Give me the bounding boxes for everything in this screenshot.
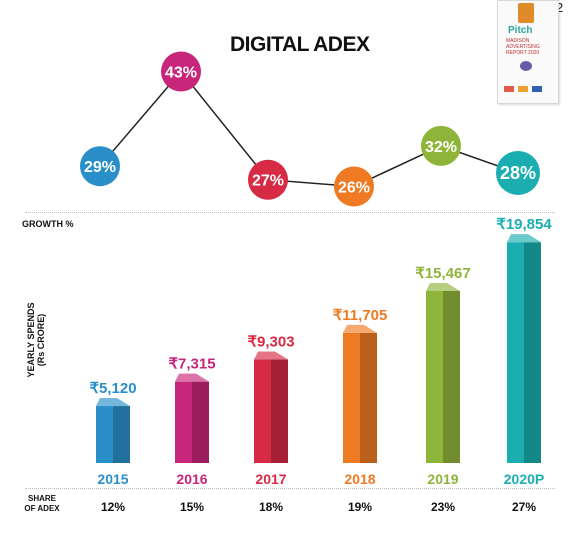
- bar-front-2018: [343, 332, 360, 463]
- growth-label-2015: 29%: [84, 159, 116, 176]
- bar-top-2017: [254, 351, 288, 360]
- growth-dot-2018: [334, 166, 374, 207]
- category-label-2016: 2016: [176, 471, 207, 487]
- growth-point-2019: 32%: [421, 125, 461, 166]
- value-label-2018: ₹11,705: [333, 307, 388, 324]
- category-label-2018: 2018: [344, 471, 375, 487]
- share-divider: [25, 488, 555, 489]
- bar-2019: [426, 282, 460, 463]
- growth-label-2016: 43%: [165, 65, 197, 82]
- bar-2015: [96, 398, 130, 463]
- share-label: SHARE OF ADEX: [24, 494, 60, 513]
- bar-2016: [175, 373, 209, 463]
- growth-point-2015: 29%: [80, 146, 120, 187]
- growth-point-2016: 43%: [161, 51, 201, 92]
- label-layer: ₹5,120 2015 12% ₹7,315 2016 15% ₹9,303 2017 18% ₹…: [89, 216, 552, 514]
- share-value-2016: 15%: [180, 500, 204, 514]
- growth-dot-2019: [421, 125, 461, 166]
- share-value-2020P: 27%: [512, 500, 536, 514]
- value-label-2017: ₹9,303: [247, 334, 294, 351]
- cover-brand: Pitch: [508, 25, 533, 36]
- value-label-2019: ₹15,467: [415, 265, 470, 282]
- category-label-2019: 2019: [427, 471, 458, 487]
- growth-label-2020P: 28%: [500, 163, 536, 183]
- bar-side-2018: [360, 332, 377, 463]
- category-label-2015: 2015: [97, 471, 128, 487]
- bar-side-2020P: [524, 242, 541, 463]
- bar-side-2016: [192, 381, 209, 463]
- value-label-2015: ₹5,120: [89, 380, 136, 397]
- bar-2020P: [507, 234, 541, 463]
- growth-label-2017: 27%: [252, 173, 284, 190]
- bar-top-2020P: [507, 234, 541, 243]
- growth-point-2020P: 28%: [496, 150, 540, 195]
- chart-title: DIGITAL ADEX: [230, 33, 370, 56]
- bar-front-2017: [254, 359, 271, 463]
- magazine-cover-thumbnail: Pitch MADISON ADVERTISING REPORT 2020: [497, 0, 559, 104]
- growth-label-2018: 26%: [338, 179, 370, 196]
- bar-2018: [343, 324, 377, 463]
- growth-dot-2015: [80, 146, 120, 187]
- cover-sponsor-logos: [504, 79, 552, 92]
- growth-point-2018: 26%: [334, 166, 374, 207]
- share-value-2018: 19%: [348, 500, 372, 514]
- category-label-2020P: 2020P: [504, 471, 544, 487]
- growth-dot-2020P: [496, 150, 540, 195]
- cover-logo: [518, 3, 534, 23]
- cover-seal-icon: [520, 61, 532, 71]
- growth-point-2017: 27%: [248, 159, 288, 200]
- growth-label: GROWTH %: [22, 219, 74, 229]
- growth-line-layer: 29% 43% 27% 26% 32% 28%: [80, 51, 540, 207]
- category-label-2017: 2017: [255, 471, 286, 487]
- bar-top-2016: [175, 373, 209, 382]
- bar-top-2018: [343, 324, 377, 333]
- growth-divider: [25, 212, 555, 213]
- bar-front-2019: [426, 290, 443, 463]
- value-label-2020P: ₹19,854: [496, 216, 552, 233]
- bar-2017: [254, 351, 288, 463]
- share-value-2017: 18%: [259, 500, 283, 514]
- bar-side-2019: [443, 290, 460, 463]
- bar-front-2020P: [507, 242, 524, 463]
- bar-side-2017: [271, 359, 288, 463]
- bar-layer: [96, 234, 541, 463]
- growth-dot-2016: [161, 51, 201, 92]
- growth-label-2019: 32%: [425, 139, 457, 156]
- growth-line: [99, 70, 519, 188]
- share-value-2015: 12%: [101, 500, 125, 514]
- value-label-2016: ₹7,315: [168, 356, 215, 373]
- bar-front-2016: [175, 381, 192, 463]
- growth-dot-2017: [248, 159, 288, 200]
- bar-top-2015: [96, 398, 130, 407]
- share-value-2019: 23%: [431, 500, 455, 514]
- bar-side-2015: [113, 406, 130, 463]
- page-number: 2: [556, 0, 564, 15]
- bar-top-2019: [426, 282, 460, 291]
- bar-front-2015: [96, 406, 113, 463]
- cover-subtitle: MADISON ADVERTISING REPORT 2020: [506, 38, 540, 56]
